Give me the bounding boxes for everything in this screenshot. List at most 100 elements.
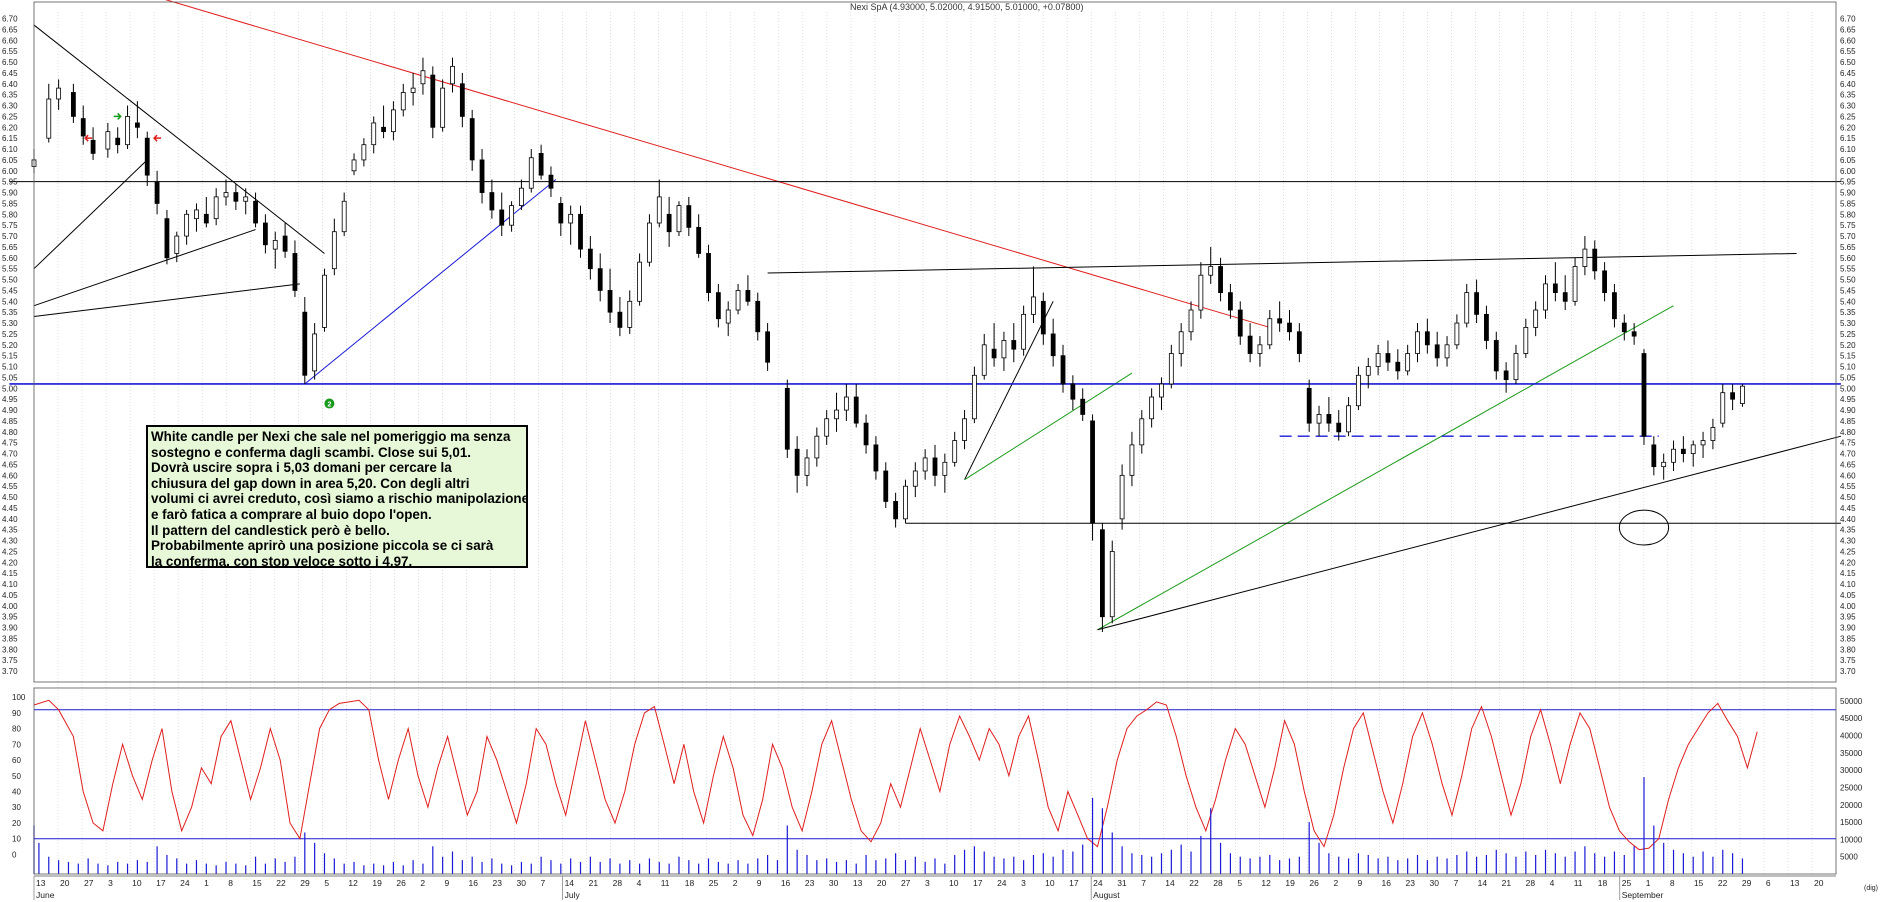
y-tick-label-left: 6.70	[2, 15, 18, 24]
y-tick-label-right: 5.65	[1840, 243, 1856, 252]
candle	[1119, 464, 1125, 530]
candle	[1287, 310, 1292, 341]
x-tick-label: 3	[1021, 878, 1026, 888]
sell-arrow-icon	[153, 134, 162, 142]
x-tick-label: 20	[1814, 878, 1824, 888]
candle	[627, 290, 633, 334]
x-tick-label: 9	[1357, 878, 1362, 888]
candle-body-down	[893, 501, 899, 520]
candle	[1277, 301, 1283, 332]
y-tick-label-right: 4.90	[1840, 406, 1856, 415]
candle-body-up	[834, 409, 839, 420]
x-tick-label: 1	[1646, 878, 1651, 888]
candle-body-up	[1543, 283, 1548, 311]
candle-body-up	[1109, 551, 1115, 618]
x-tick-label: 23	[493, 878, 503, 888]
candle-body-up	[223, 192, 229, 198]
candle-body-down	[459, 83, 465, 117]
candle	[1710, 418, 1716, 450]
candle	[1188, 301, 1194, 341]
y-tick-label-left: 5.45	[2, 286, 18, 295]
candle	[519, 179, 524, 210]
candle	[824, 410, 830, 445]
y-tick-label-left: 4.60	[2, 471, 18, 480]
y-tick-label-left: 5.80	[2, 210, 18, 219]
y-tick-label-left: 4.35	[2, 526, 18, 535]
osc-tick-label: 30	[12, 803, 21, 812]
candle-body-down	[745, 290, 751, 302]
candle-body-down	[1484, 313, 1489, 341]
y-tick-label-left: 3.80	[2, 645, 18, 654]
candle	[1365, 357, 1371, 389]
y-tick-label-right: 6.40	[1840, 80, 1856, 89]
trendline	[165, 0, 1270, 328]
x-tick-label: 16	[781, 878, 791, 888]
x-tick-label: 31	[1117, 878, 1127, 888]
candle	[1149, 388, 1155, 428]
x-tick-label: 29	[300, 878, 310, 888]
y-tick-label-left: 4.45	[2, 504, 18, 513]
candle	[1375, 344, 1381, 376]
sell-arrow-icon	[84, 134, 93, 142]
candle	[1159, 377, 1164, 411]
y-tick-label-left: 5.30	[2, 319, 18, 328]
candle	[656, 179, 662, 228]
x-tick-label: 18	[685, 878, 695, 888]
x-tick-label: 28	[613, 878, 623, 888]
y-tick-label-right: 6.35	[1840, 91, 1856, 100]
candle	[272, 231, 278, 269]
x-tick-label: 30	[517, 878, 527, 888]
y-tick-label-left: 4.50	[2, 493, 18, 502]
y-tick-label-left: 6.25	[2, 112, 18, 121]
y-tick-label-left: 5.35	[2, 308, 18, 317]
candle	[450, 57, 455, 93]
axes: 13 20 27 3 10 17 24 1 8 15 22 29 5 12 19 26 2 9 16 23 30 7 14 2…	[2, 15, 1878, 900]
candle-body-up	[450, 65, 455, 85]
candle	[735, 283, 741, 315]
candle-body-up	[952, 440, 958, 463]
candle-body-up	[371, 122, 377, 146]
candle	[1228, 283, 1233, 319]
candle-body-down	[1040, 300, 1046, 335]
y-tick-label-right: 6.10	[1840, 145, 1856, 154]
candle-body-up	[1454, 322, 1460, 346]
candle-body-up	[1365, 366, 1371, 376]
y-tick-label-right: 6.30	[1840, 102, 1856, 111]
candle	[528, 149, 534, 193]
candle-body-down	[203, 213, 209, 224]
candle	[1474, 279, 1479, 324]
y-tick-label-left: 4.90	[2, 406, 18, 415]
x-tick-label: 11	[661, 878, 670, 888]
candle-body-up	[1001, 340, 1007, 359]
y-tick-label-right: 3.90	[1840, 624, 1856, 633]
candle	[430, 66, 436, 139]
candle-body-up	[1267, 318, 1273, 346]
candle	[991, 323, 997, 367]
x-tick-label: 24	[1093, 878, 1103, 888]
y-tick-label-right: 5.15	[1840, 352, 1856, 361]
candle-body-up	[400, 92, 406, 111]
candle	[637, 253, 642, 306]
candle	[794, 436, 800, 493]
candle	[1356, 366, 1361, 411]
y-tick-label-right: 6.65	[1840, 25, 1856, 34]
panel-frames	[33, 1, 1837, 877]
candle	[331, 218, 337, 276]
y-tick-label-right: 5.80	[1840, 210, 1856, 219]
y-tick-label-left: 5.90	[2, 189, 18, 198]
candle-body-down	[1424, 331, 1430, 346]
x-tick-label: 30	[829, 878, 839, 888]
x-tick-label: 19	[372, 878, 382, 888]
x-tick-label: 3	[108, 878, 113, 888]
candle	[696, 214, 702, 258]
candle	[647, 214, 652, 267]
x-tick-label: 2	[420, 878, 425, 888]
candle	[725, 301, 731, 337]
y-tick-label-right: 5.45	[1840, 286, 1856, 295]
candle-body-up	[1523, 327, 1529, 354]
trendline	[33, 283, 300, 318]
candle-body-down	[1552, 283, 1558, 294]
candle-body-down	[1287, 322, 1292, 333]
candle-body-up	[627, 300, 633, 328]
candle	[666, 196, 672, 247]
